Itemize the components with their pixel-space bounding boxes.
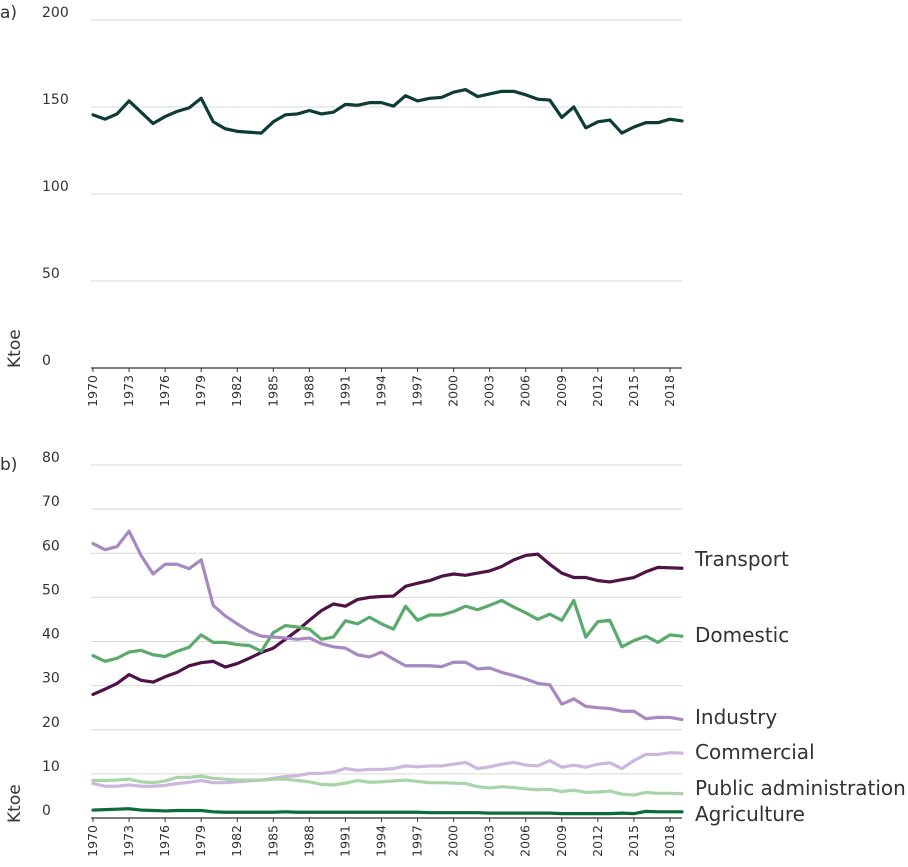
panel-b-ylabel: Ktoe (5, 784, 25, 823)
x-tick-label: 2000 (446, 375, 461, 407)
y-tick-label: 150 (42, 92, 69, 108)
panel-b-series (91, 529, 684, 816)
x-tick-label: 1988 (301, 825, 316, 857)
series-line-series-0 (91, 88, 684, 135)
x-tick-label: 2003 (482, 825, 497, 857)
series-label-transport: Transport (694, 547, 789, 571)
y-tick-label: 70 (42, 494, 60, 510)
x-tick-label: 1970 (85, 825, 100, 857)
series-line-commercial (91, 751, 684, 788)
y-tick-label: 100 (42, 179, 69, 195)
panel-a-series (91, 88, 684, 135)
y-tick-label: 50 (42, 266, 60, 282)
x-tick-label: 1973 (121, 825, 136, 857)
x-tick-label: 2012 (590, 825, 605, 857)
x-tick-label: 1976 (157, 375, 172, 407)
x-tick-label: 1991 (337, 825, 352, 857)
series-line-domestic (91, 598, 684, 663)
panel-a-xticks: 1970 1973 1976 1979 1982 1985 1988 1991 1994 1997… (85, 368, 677, 407)
panel-b-yticks: 0 10 20 30 40 50 60 70 80 (42, 450, 60, 819)
series-label-industry: Industry (695, 705, 777, 729)
y-tick-label: 0 (42, 353, 51, 369)
x-tick-label: 1985 (265, 375, 280, 407)
series-line-agriculture (91, 807, 684, 816)
panel-b-xticks: 1970 1973 1976 1979 1982 1985 1988 1991 1994 1997… (85, 818, 677, 857)
x-tick-label: 1970 (85, 375, 100, 407)
x-tick-label: 1994 (373, 375, 388, 407)
x-tick-label: 1982 (229, 825, 244, 857)
x-tick-label: 2006 (518, 825, 533, 857)
panel-a-yticks: 0 50 100 150 200 (42, 5, 69, 369)
x-tick-label: 1979 (193, 825, 208, 857)
x-tick-label: 1976 (157, 825, 172, 857)
panel-a-tag: a) (0, 3, 17, 23)
y-tick-label: 200 (42, 5, 69, 21)
series-line-public-administration (91, 774, 684, 797)
y-tick-label: 50 (42, 582, 60, 598)
x-tick-label: 1997 (410, 375, 425, 407)
x-tick-label: 2018 (662, 825, 677, 857)
x-tick-label: 2003 (482, 375, 497, 407)
series-label-public-administration: Public administration (695, 776, 906, 800)
x-tick-label: 1991 (337, 375, 352, 407)
x-tick-label: 1994 (373, 825, 388, 857)
x-tick-label: 1979 (193, 375, 208, 407)
x-tick-label: 1985 (265, 825, 280, 857)
series-line-transport (91, 552, 684, 697)
x-tick-label: 2009 (554, 375, 569, 407)
y-tick-label: 30 (42, 671, 60, 687)
panel-b-series-labels: Transport Domestic Industry Commercial Publi… (694, 547, 906, 826)
x-tick-label: 2006 (518, 375, 533, 407)
x-tick-label: 1997 (410, 825, 425, 857)
x-tick-label: 1988 (301, 375, 316, 407)
x-tick-label: 2015 (626, 825, 641, 857)
series-label-commercial: Commercial (695, 740, 815, 764)
panel-a-grid (91, 19, 682, 369)
series-line-industry (91, 529, 684, 722)
panel-b-tag: b) (0, 455, 17, 475)
y-tick-label: 10 (42, 759, 60, 775)
y-tick-label: 40 (42, 627, 60, 643)
x-tick-label: 2015 (626, 375, 641, 407)
series-label-agriculture: Agriculture (695, 802, 805, 826)
series-label-domestic: Domestic (695, 623, 789, 647)
x-tick-label: 2009 (554, 825, 569, 857)
y-tick-label: 60 (42, 538, 60, 554)
y-tick-label: 20 (42, 715, 60, 731)
x-tick-label: 2000 (446, 825, 461, 857)
x-tick-label: 2012 (590, 375, 605, 407)
panel-a-ylabel: Ktoe (5, 329, 25, 368)
x-tick-label: 1982 (229, 375, 244, 407)
x-tick-label: 1973 (121, 375, 136, 407)
panel-a: a) Ktoe 0 50 100 150 200 1970 1973 1976 1979 198… (0, 3, 684, 407)
x-tick-label: 2018 (662, 375, 677, 407)
y-tick-label: 80 (42, 450, 60, 466)
panel-b-grid (91, 464, 682, 819)
y-tick-label: 0 (42, 803, 51, 819)
